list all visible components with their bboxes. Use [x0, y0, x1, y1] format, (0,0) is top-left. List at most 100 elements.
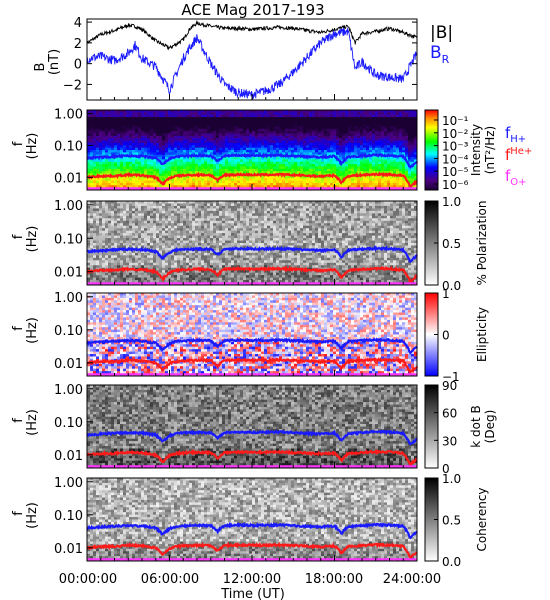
- heatmap-cell: [297, 138, 301, 141]
- heatmap-cell: [129, 121, 133, 125]
- heatmap-cell: [96, 140, 100, 144]
- heatmap-cell: [150, 225, 154, 229]
- heatmap-cell: [120, 275, 124, 278]
- heatmap-cell: [156, 154, 160, 158]
- heatmap-cell: [348, 164, 352, 167]
- heatmap-cell: [171, 145, 175, 149]
- series-b-total: [86, 19, 418, 51]
- heatmap-cell: [153, 152, 157, 156]
- heatmap-cell: [156, 201, 160, 204]
- heatmap-cell: [270, 131, 274, 134]
- heatmap-cell: [162, 203, 166, 207]
- heatmap-cell: [348, 140, 352, 144]
- heatmap-cell: [321, 161, 325, 165]
- heatmap-cell: [156, 117, 160, 120]
- heatmap-cell: [126, 215, 130, 219]
- heatmap-cell: [258, 159, 262, 163]
- heatmap-cell: [105, 262, 109, 266]
- heatmap-cell: [330, 157, 334, 160]
- heatmap-cell: [114, 210, 118, 214]
- heatmap-cell: [144, 233, 148, 236]
- heatmap-cell: [378, 112, 382, 116]
- heatmap-cell: [249, 178, 253, 181]
- heatmap-cell: [360, 164, 364, 167]
- heatmap-cell: [105, 140, 109, 144]
- heatmap-cell: [276, 145, 280, 149]
- heatmap-cell: [288, 121, 292, 125]
- heatmap-cell: [114, 112, 118, 116]
- heatmap-cell: [276, 182, 280, 186]
- heatmap-cell: [243, 119, 247, 123]
- heatmap-cell: [192, 119, 196, 123]
- heatmap-cell: [288, 159, 292, 163]
- heatmap-cell: [207, 152, 211, 156]
- heatmap-cell: [222, 138, 226, 141]
- heatmap-cell: [267, 171, 271, 174]
- heatmap-cell: [138, 110, 142, 113]
- heatmap-cell: [408, 171, 412, 174]
- heatmap-cell: [144, 175, 148, 179]
- heatmap-cell: [87, 223, 91, 227]
- heatmap-cell: [363, 150, 367, 153]
- heatmap-cell: [150, 213, 154, 217]
- heatmap-cell: [180, 110, 184, 113]
- heatmap-cell: [213, 138, 217, 141]
- heatmap-cell: [135, 159, 139, 163]
- heatmap-cell: [249, 180, 253, 184]
- heatmap-cell: [192, 124, 196, 127]
- heatmap-cell: [90, 247, 94, 251]
- heatmap-cell: [372, 128, 376, 132]
- heatmap-cell: [162, 262, 166, 266]
- heatmap-cell: [336, 119, 340, 123]
- heatmap-cell: [327, 164, 331, 167]
- heatmap-cell: [96, 235, 100, 239]
- heatmap-cell: [216, 110, 220, 113]
- heatmap-cell: [174, 223, 178, 227]
- heatmap-cell: [207, 110, 211, 113]
- heatmap-cell: [252, 168, 256, 172]
- heatmap-cell: [252, 182, 256, 186]
- heatmap-cell: [123, 208, 127, 212]
- heatmap-cell: [126, 252, 130, 256]
- heatmap-cell: [102, 110, 106, 113]
- heatmap-cell: [120, 110, 124, 113]
- heatmap-cell: [231, 135, 235, 139]
- heatmap-cell: [138, 185, 142, 189]
- heatmap-cell: [177, 112, 181, 116]
- heatmap-cell: [375, 128, 379, 132]
- heatmap-cell: [198, 180, 202, 184]
- heatmap-cell: [87, 171, 91, 174]
- heatmap-cell: [357, 175, 361, 179]
- heatmap-cell: [90, 126, 94, 130]
- heatmap-cell: [150, 138, 154, 141]
- heatmap-cell: [111, 121, 115, 125]
- heatmap-cell: [261, 166, 265, 170]
- heatmap-cell: [354, 121, 358, 125]
- heatmap-cell: [222, 145, 226, 149]
- heatmap-cell: [405, 166, 409, 170]
- heatmap-cell: [324, 175, 328, 179]
- heatmap-cell: [123, 243, 127, 246]
- heatmap-cell: [138, 161, 142, 165]
- heatmap-cell: [276, 164, 280, 167]
- heatmap-cell: [99, 159, 103, 163]
- heatmap-cell: [108, 185, 112, 189]
- heatmap-cell: [216, 147, 220, 151]
- heatmap-cell: [144, 208, 148, 212]
- heatmap-cell: [375, 180, 379, 184]
- heatmap-cell: [318, 138, 322, 141]
- heatmap-cell: [324, 133, 328, 137]
- heatmap-cell: [189, 135, 193, 139]
- heatmap-cell: [135, 275, 139, 278]
- heatmap-cell: [141, 272, 145, 276]
- heatmap-cell: [276, 185, 280, 189]
- heatmap-cell: [204, 178, 208, 181]
- heatmap-cell: [99, 126, 103, 130]
- heatmap-cell: [126, 205, 130, 209]
- heatmap-cell: [240, 131, 244, 134]
- heatmap-cell: [318, 117, 322, 120]
- heatmap-cell: [276, 114, 280, 118]
- heatmap-cell: [306, 180, 310, 184]
- heatmap-cell: [318, 114, 322, 118]
- heatmap-cell: [300, 126, 304, 130]
